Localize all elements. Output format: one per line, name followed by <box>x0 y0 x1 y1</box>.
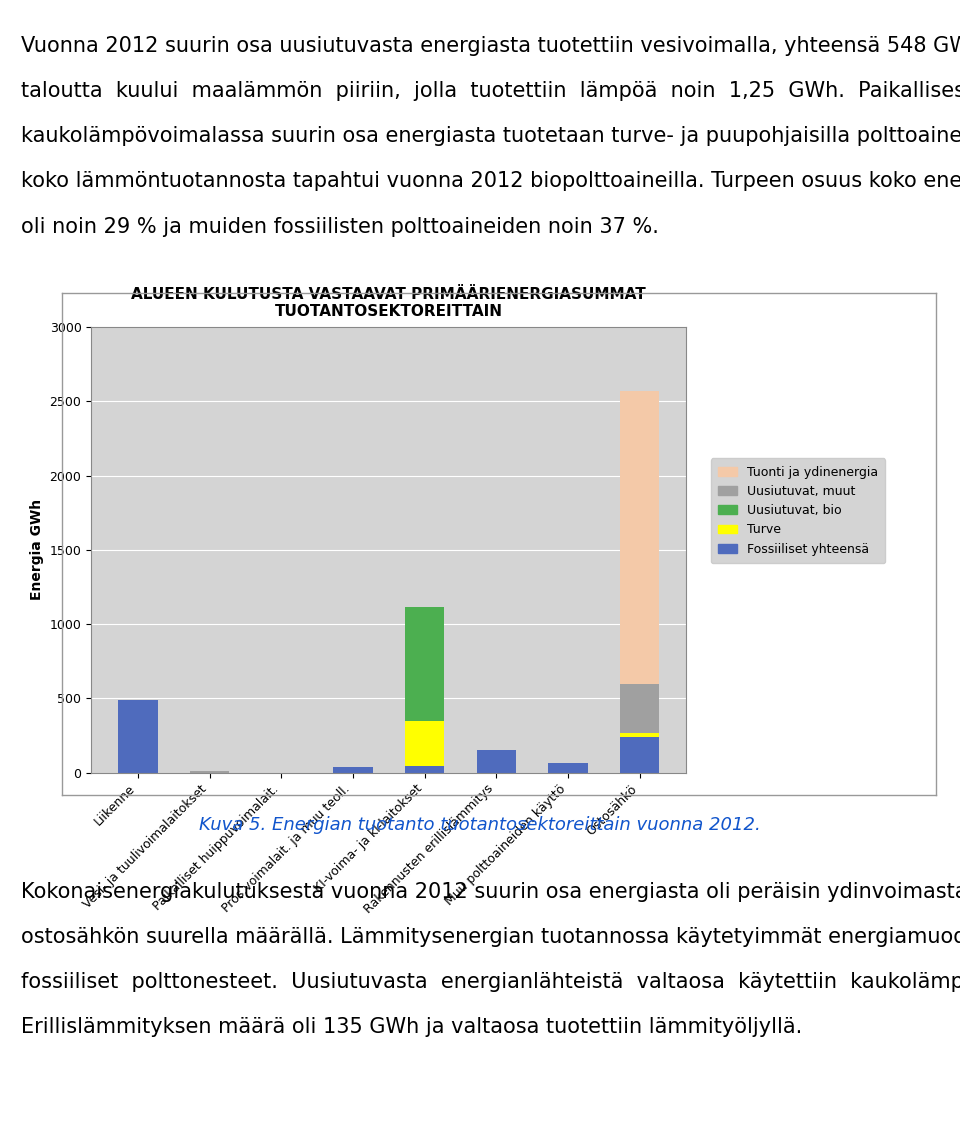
Text: Kuva 5. Energian tuotanto tuotantosektoreittain vuonna 2012.: Kuva 5. Energian tuotanto tuotantosektor… <box>199 816 761 834</box>
Text: Kokonaisenergiakulutuksesta vuonna 2012 suurin osa energiasta oli peräisin ydinv: Kokonaisenergiakulutuksesta vuonna 2012 … <box>21 882 960 902</box>
Bar <box>476 750 516 773</box>
Bar <box>405 766 444 773</box>
Text: koko lämmöntuotannosta tapahtui vuonna 2012 biopolttoaineilla. Turpeen osuus kok: koko lämmöntuotannosta tapahtui vuonna 2… <box>21 171 960 192</box>
Text: taloutta  kuului  maalämmön  piiriin,  jolla  tuotettiin  lämpöä  noin  1,25  GW: taloutta kuului maalämmön piiriin, jolla… <box>21 81 960 102</box>
Text: oli noin 29 % ja muiden fossiilisten polttoaineiden noin 37 %.: oli noin 29 % ja muiden fossiilisten pol… <box>21 217 659 237</box>
Text: fossiiliset  polttonesteet.  Uusiutuvasta  energianlähteistä  valtaosa  käytetti: fossiiliset polttonesteet. Uusiutuvasta … <box>21 972 960 993</box>
Bar <box>190 772 229 773</box>
Bar <box>405 607 444 722</box>
Y-axis label: Energia GWh: Energia GWh <box>30 500 44 600</box>
Bar <box>620 732 660 737</box>
Bar <box>405 722 444 766</box>
Bar <box>548 763 588 773</box>
Bar <box>620 737 660 773</box>
Text: ostosähkön suurella määrällä. Lämmitysenergian tuotannossa käytetyimmät energiam: ostosähkön suurella määrällä. Lämmitysen… <box>21 927 960 948</box>
Legend: Tuonti ja ydinenergia, Uusiutuvat, muut, Uusiutuvat, bio, Turve, Fossiiliset yht: Tuonti ja ydinenergia, Uusiutuvat, muut,… <box>710 458 885 563</box>
Bar <box>620 684 660 732</box>
Text: kaukolämpövoimalassa suurin osa energiasta tuotetaan turve- ja puupohjaisilla po: kaukolämpövoimalassa suurin osa energias… <box>21 126 960 147</box>
Title: ALUEEN KULUTUSTA VASTAAVAT PRIMÄÄRIENERGIASUMMAT
TUOTANTOSEKTOREITTAIN: ALUEEN KULUTUSTA VASTAAVAT PRIMÄÄRIENERG… <box>132 287 646 319</box>
Text: Erillislämmityksen määrä oli 135 GWh ja valtaosa tuotettiin lämmityöljyllä.: Erillislämmityksen määrä oli 135 GWh ja … <box>21 1017 803 1038</box>
Bar <box>118 699 157 773</box>
Bar <box>333 767 372 773</box>
Text: Vuonna 2012 suurin osa uusiutuvasta energiasta tuotettiin vesivoimalla, yhteensä: Vuonna 2012 suurin osa uusiutuvasta ener… <box>21 36 960 56</box>
Bar <box>620 391 660 684</box>
